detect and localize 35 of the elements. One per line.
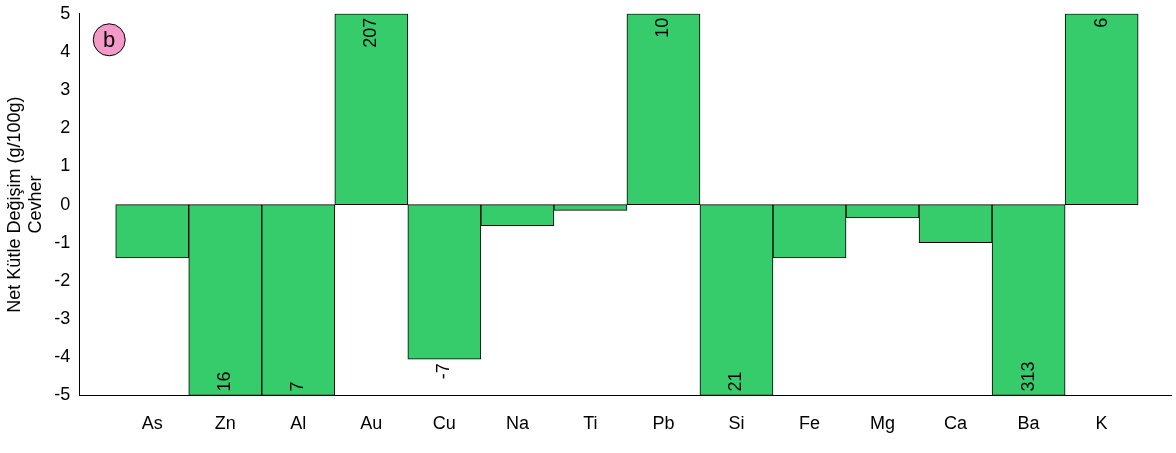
y-tick-label: 2 bbox=[60, 117, 71, 138]
x-tick-label: K bbox=[1095, 413, 1108, 434]
annotation: 21 bbox=[725, 371, 746, 392]
y-tick-label: 1 bbox=[60, 155, 71, 176]
annotation: 207 bbox=[360, 17, 381, 48]
x-tick-label: Ti bbox=[583, 413, 598, 434]
y-tick-label: 5 bbox=[60, 2, 71, 23]
x-tick-label: Ba bbox=[1017, 413, 1041, 434]
x-tick-label: Zn bbox=[214, 413, 236, 434]
y-tick-label: -2 bbox=[54, 269, 71, 290]
annotation: -7 bbox=[433, 363, 454, 380]
x-tick-label: Al bbox=[290, 413, 307, 434]
x-tick-label: Fe bbox=[798, 413, 821, 434]
x-tick-label: Ca bbox=[944, 413, 969, 434]
x-tick-label: Si bbox=[728, 413, 745, 434]
annotation: 10 bbox=[652, 17, 673, 38]
y-tick-label: -3 bbox=[54, 308, 71, 329]
annotation: 313 bbox=[1017, 361, 1038, 392]
y-tick-label: -1 bbox=[54, 231, 71, 252]
y-tick-label: 4 bbox=[60, 40, 71, 61]
annotation: 16 bbox=[214, 371, 235, 392]
annotation: b bbox=[103, 26, 116, 52]
x-tick-label: Mg bbox=[870, 413, 896, 434]
annotation: 7 bbox=[287, 381, 308, 392]
x-tick-label: Au bbox=[360, 413, 383, 434]
x-tick-label: Cu bbox=[432, 413, 456, 434]
x-tick-label: Na bbox=[505, 413, 530, 434]
y-tick-label: 3 bbox=[60, 79, 71, 100]
y-tick-label: 0 bbox=[60, 193, 71, 214]
x-tick-label: Pb bbox=[652, 413, 675, 434]
y-tick-label: -5 bbox=[54, 384, 71, 405]
y-tick-label: -4 bbox=[54, 346, 71, 367]
annotation: 6 bbox=[1090, 17, 1111, 28]
x-tick-label: As bbox=[141, 413, 163, 434]
y-axis-title: Net Kütle Değişim (g/100g) Cevher bbox=[3, 96, 46, 313]
